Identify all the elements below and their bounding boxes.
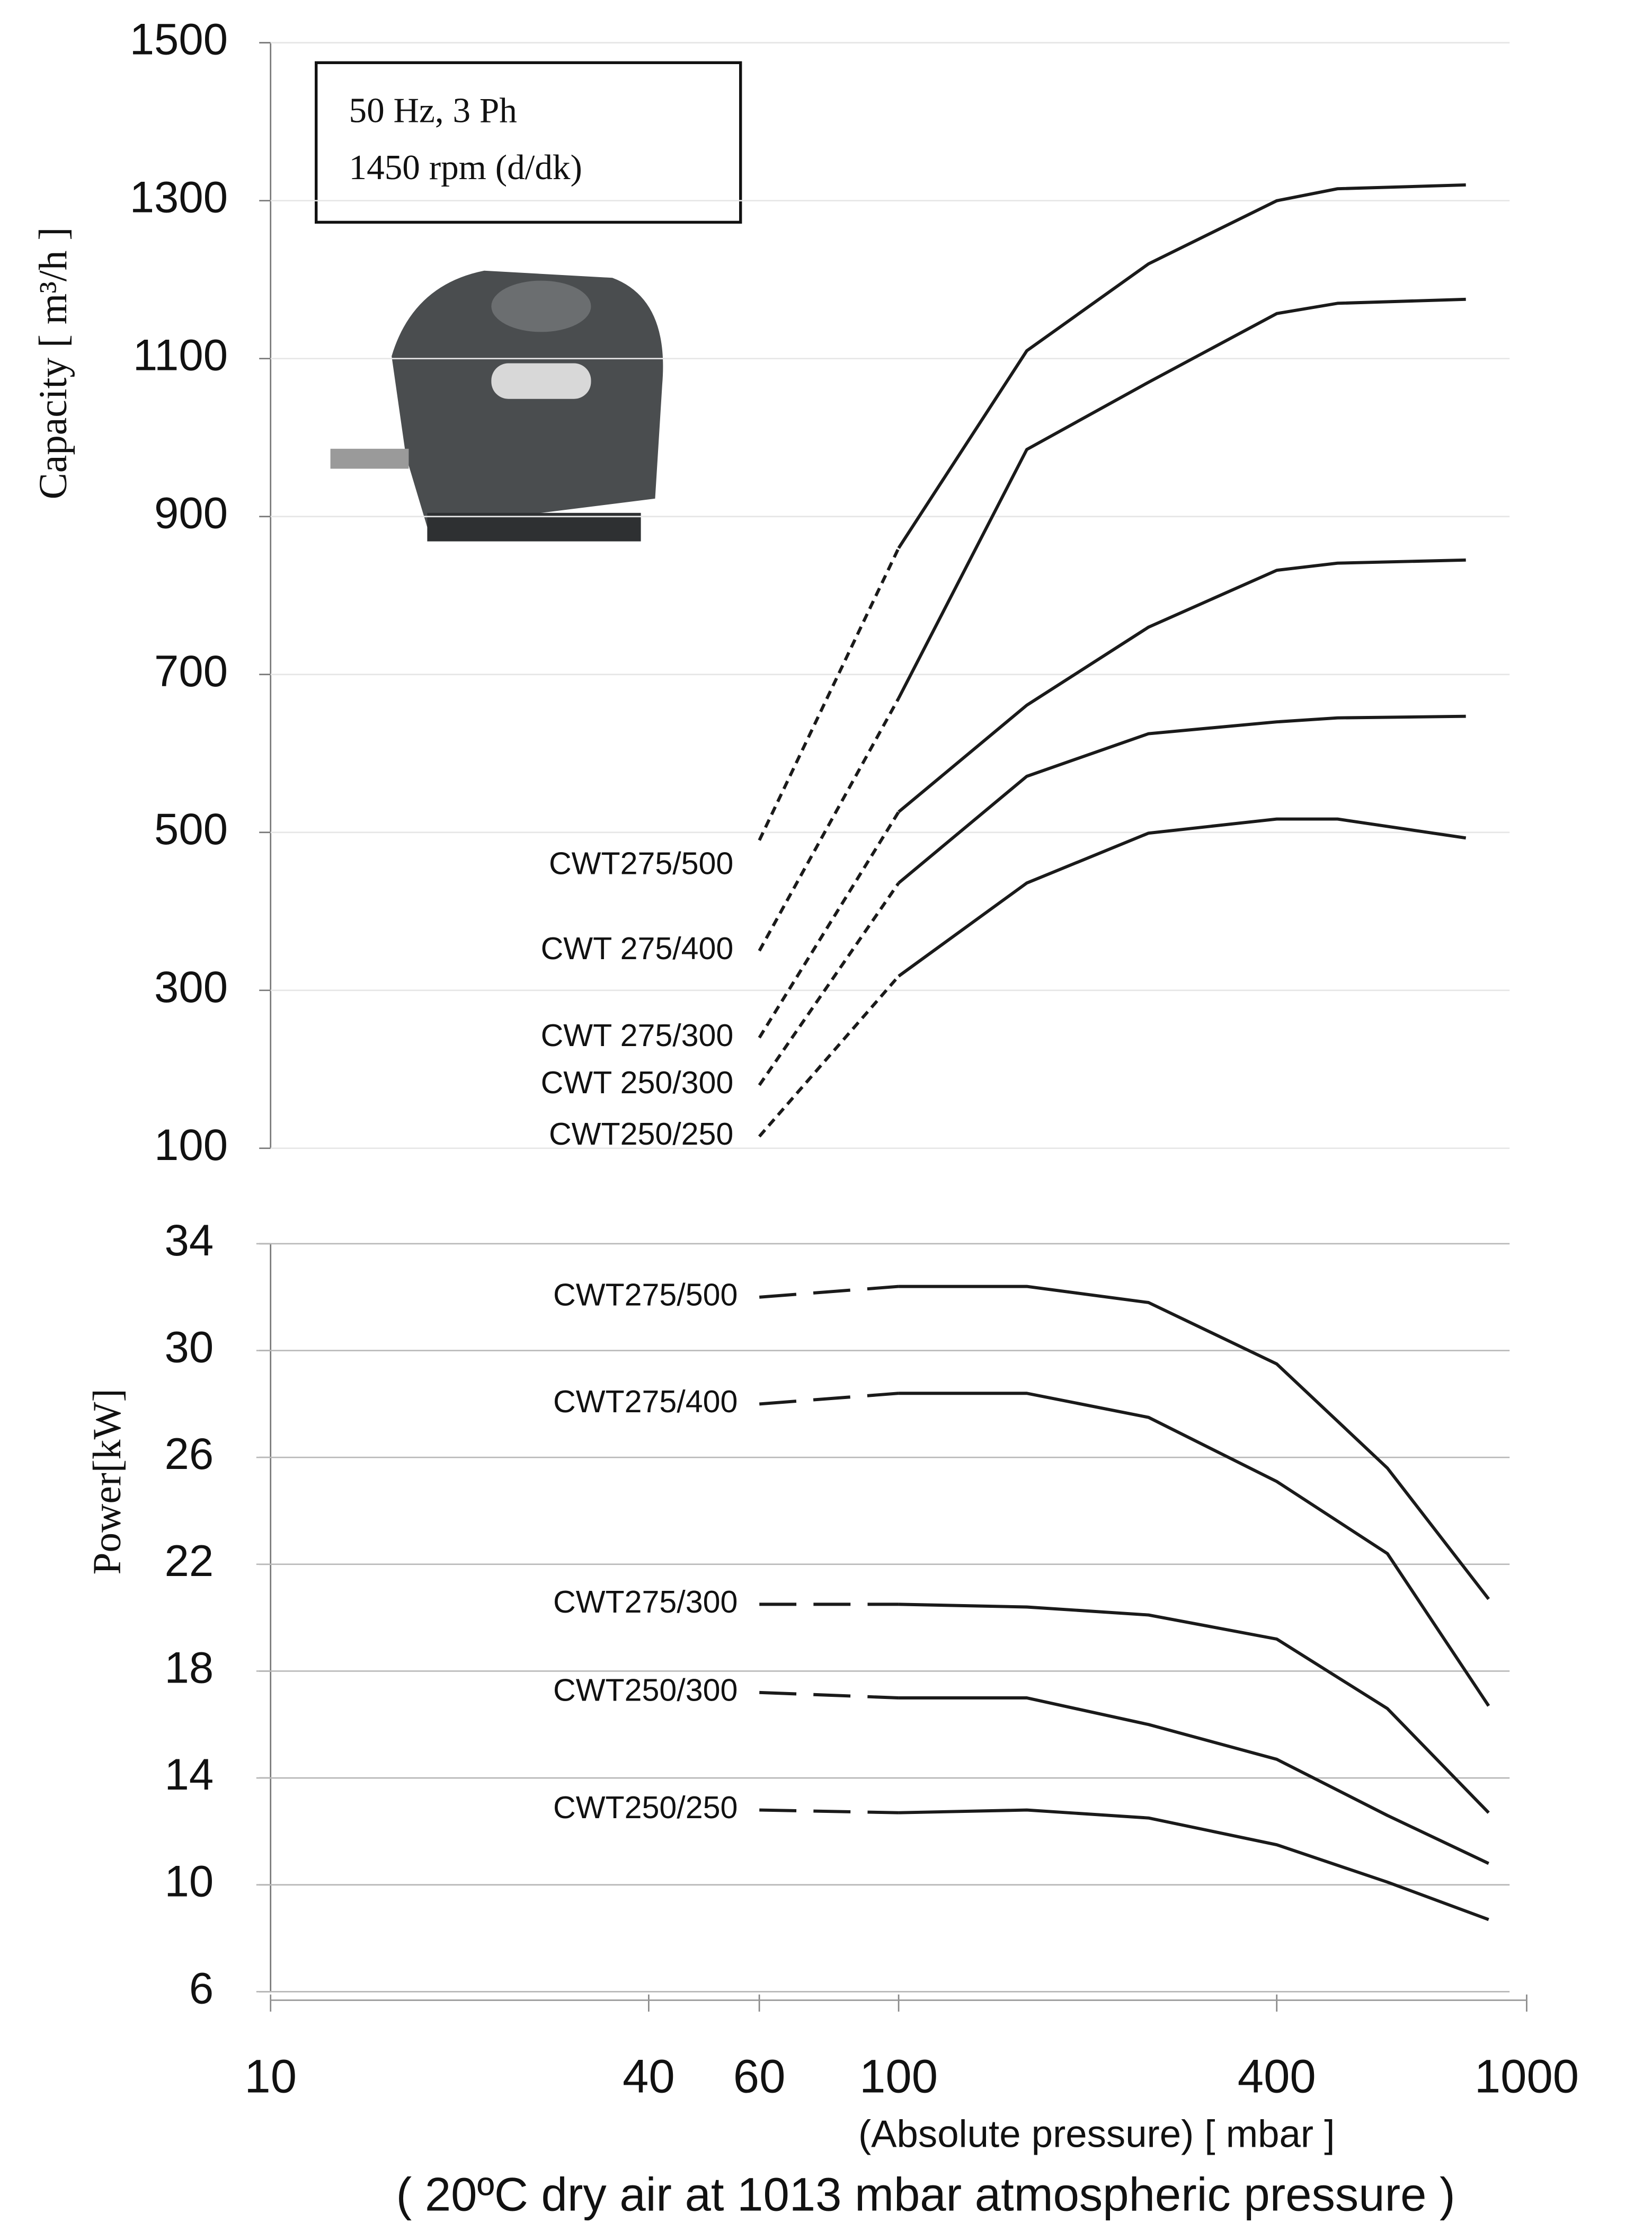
chart: 50 Hz, 3 Ph 1450 rpm (d/dk) Capacity [ m… xyxy=(0,0,1652,2231)
footnote: ( 20ºC dry air at 1013 mbar atmospheric … xyxy=(396,2168,1455,2221)
x-tick-label: 10 xyxy=(244,2050,297,2102)
x-tick-label: 40 xyxy=(623,2050,675,2102)
series-label: CWT250/250 xyxy=(553,1790,738,1825)
series-label: CWT275/500 xyxy=(553,1277,738,1312)
y-tick-label: 1500 xyxy=(130,15,228,64)
y-tick-label: 22 xyxy=(165,1536,214,1586)
x-axis-label: (Absolute pressure) [ mbar ] xyxy=(858,2113,1335,2156)
series-label: CWT250/250 xyxy=(549,1116,733,1152)
y-tick-label: 6 xyxy=(189,1963,214,2013)
y-tick-label: 1100 xyxy=(133,331,228,380)
y-tick-label: 500 xyxy=(154,804,228,854)
annotation-text: 50 Hz, 3 Ph xyxy=(349,90,517,130)
y-tick-label: 26 xyxy=(165,1429,214,1479)
series-label: CWT275/400 xyxy=(553,1384,738,1419)
series-label: CWT275/300 xyxy=(553,1584,738,1619)
x-tick-label: 400 xyxy=(1238,2050,1316,2102)
y-tick-label: 700 xyxy=(154,647,228,696)
x-tick-label: 100 xyxy=(859,2050,938,2102)
y-tick-label: 300 xyxy=(154,962,228,1012)
series-label: CWT 275/300 xyxy=(541,1017,734,1053)
y-tick-label: 18 xyxy=(165,1643,214,1692)
x-tick-label: 1000 xyxy=(1475,2050,1579,2102)
series-label: CWT275/500 xyxy=(549,846,733,881)
x-tick-label: 60 xyxy=(733,2050,786,2102)
page: {"chart_data": [ {"type": "line", "xscal… xyxy=(0,0,1652,2231)
y-tick-label: 900 xyxy=(154,489,228,538)
y-axis-label: Capacity [ m³/h ] xyxy=(31,227,75,500)
y-tick-label: 34 xyxy=(165,1216,214,1265)
y-tick-label: 14 xyxy=(165,1750,214,1799)
y-axis-label: Power[kW] xyxy=(85,1388,129,1574)
series-label: CWT 275/400 xyxy=(541,931,734,966)
y-tick-label: 100 xyxy=(154,1120,228,1170)
y-tick-label: 30 xyxy=(165,1323,214,1372)
y-tick-label: 10 xyxy=(165,1857,214,1906)
series-label: CWT250/300 xyxy=(553,1672,738,1707)
background xyxy=(0,0,1652,2231)
series-label: CWT 250/300 xyxy=(541,1065,734,1100)
y-tick-label: 1300 xyxy=(130,173,228,222)
annotation-text: 1450 rpm (d/dk) xyxy=(349,147,582,187)
